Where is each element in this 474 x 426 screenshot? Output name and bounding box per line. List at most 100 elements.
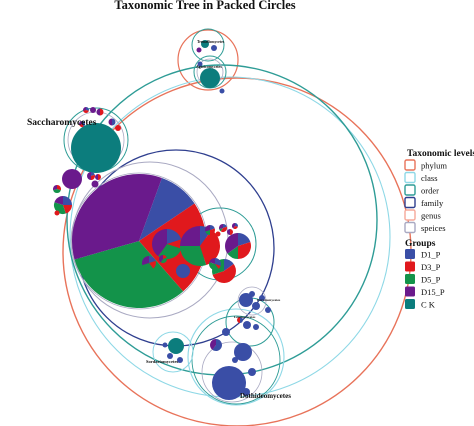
pie-slice (112, 118, 116, 126)
pie-slice (232, 223, 235, 229)
class-ring (187, 308, 285, 406)
pie-slice (265, 307, 271, 313)
label-saccharomycetes: Saccharomycetes (27, 118, 97, 128)
chart-title: Taxonomic Tree in Packed Circles (114, 0, 295, 12)
pie-slice (230, 229, 233, 235)
species-bubble (180, 226, 220, 266)
species-bubble (53, 185, 61, 193)
species-bubble (215, 231, 221, 237)
pie-slice (53, 189, 61, 193)
species-bubble (249, 291, 255, 297)
legend-group-swatch (405, 249, 415, 259)
species-bubble (237, 317, 243, 323)
species-bubble (115, 125, 121, 131)
pie-slice (167, 353, 173, 359)
pie-slice (177, 357, 183, 363)
species-bubble (142, 256, 156, 271)
species-bubble (196, 47, 202, 53)
pie-slice (74, 241, 184, 308)
pie-slice (238, 241, 252, 259)
pie-slice (108, 118, 112, 126)
pie-slice (212, 263, 236, 283)
pie-slice (243, 321, 251, 329)
legend-level-label: genus (421, 211, 441, 221)
pie-slice (200, 229, 220, 266)
species-bubble (227, 229, 233, 235)
pie-slice (235, 223, 238, 227)
species-bubble (54, 210, 60, 216)
pie-slice (239, 293, 253, 307)
pie-slice (90, 107, 96, 113)
species-bubble (222, 328, 230, 336)
species-bubble (210, 339, 223, 351)
pie-slice (82, 121, 85, 127)
pie-slice (91, 174, 96, 180)
pie-slice (91, 180, 99, 188)
label-dothideomycetes: Dothideomycetes (240, 392, 291, 400)
species-bubble (108, 118, 116, 126)
legend-group-swatch (405, 286, 415, 297)
species-bubble (197, 61, 203, 67)
species-bubble (176, 264, 190, 278)
pie-slice (200, 68, 220, 88)
species-bubble (152, 229, 182, 259)
pie-slice (83, 110, 89, 114)
species-bubble (205, 225, 215, 235)
legend-groups: D1_P D3_P D5_P D15_P C K (405, 249, 445, 310)
species-bubble (62, 169, 82, 189)
pie-slice (212, 339, 223, 351)
pie-slice (248, 368, 256, 376)
pie-slice (234, 343, 252, 361)
speices-ring (201, 341, 263, 403)
legend-groups-title: Groups (405, 239, 436, 249)
species-bubble (265, 307, 271, 313)
bubbles (53, 40, 271, 400)
species-bubble (253, 324, 259, 330)
pie-slice (115, 125, 121, 131)
pie-slice (211, 45, 217, 51)
pie-slice (82, 107, 86, 111)
legend-level-swatch (404, 209, 416, 221)
pie-slice (162, 342, 168, 348)
pie-slice (223, 224, 227, 228)
legend-level-swatch (404, 159, 416, 171)
pie-slice (201, 40, 209, 48)
species-bubble (209, 258, 221, 270)
legend-group-label: C K (421, 300, 436, 310)
pie-slice (57, 185, 61, 191)
pie-slice (54, 196, 63, 205)
species-bubble (177, 357, 183, 363)
pie-slice (87, 172, 91, 180)
species-bubble (91, 180, 99, 188)
pie-slice (86, 107, 90, 111)
pie-slice (225, 233, 238, 254)
species-bubble (234, 343, 252, 361)
pie-slice (63, 205, 72, 214)
pie-slice (219, 88, 225, 94)
pie-slice (63, 196, 72, 205)
species-bubble (96, 108, 104, 116)
species-bubble (211, 45, 217, 51)
species-bubble (79, 121, 85, 127)
legend-level-label: family (421, 198, 444, 208)
legend-level-label: order (421, 186, 439, 196)
species-bubble (212, 366, 246, 400)
species-bubble (239, 293, 253, 307)
pie-slice (180, 226, 200, 246)
pie-slice (210, 225, 215, 230)
pie-slice (259, 295, 265, 301)
species-bubble (219, 224, 227, 232)
pie-slice (72, 174, 162, 260)
species-bubble (252, 302, 260, 310)
legend-group-swatch (405, 274, 415, 284)
legend-level-swatch (404, 184, 416, 196)
label-sordariomycetes: Sordariomycetes (146, 359, 178, 364)
class-ring (152, 331, 194, 373)
pie-slice (71, 123, 121, 173)
pie-slice (180, 246, 207, 266)
pie-slice (142, 256, 149, 266)
legend-level-swatch (404, 221, 416, 234)
pie-slice (163, 255, 167, 259)
pie-slice (139, 178, 195, 241)
species-bubble (232, 223, 238, 229)
